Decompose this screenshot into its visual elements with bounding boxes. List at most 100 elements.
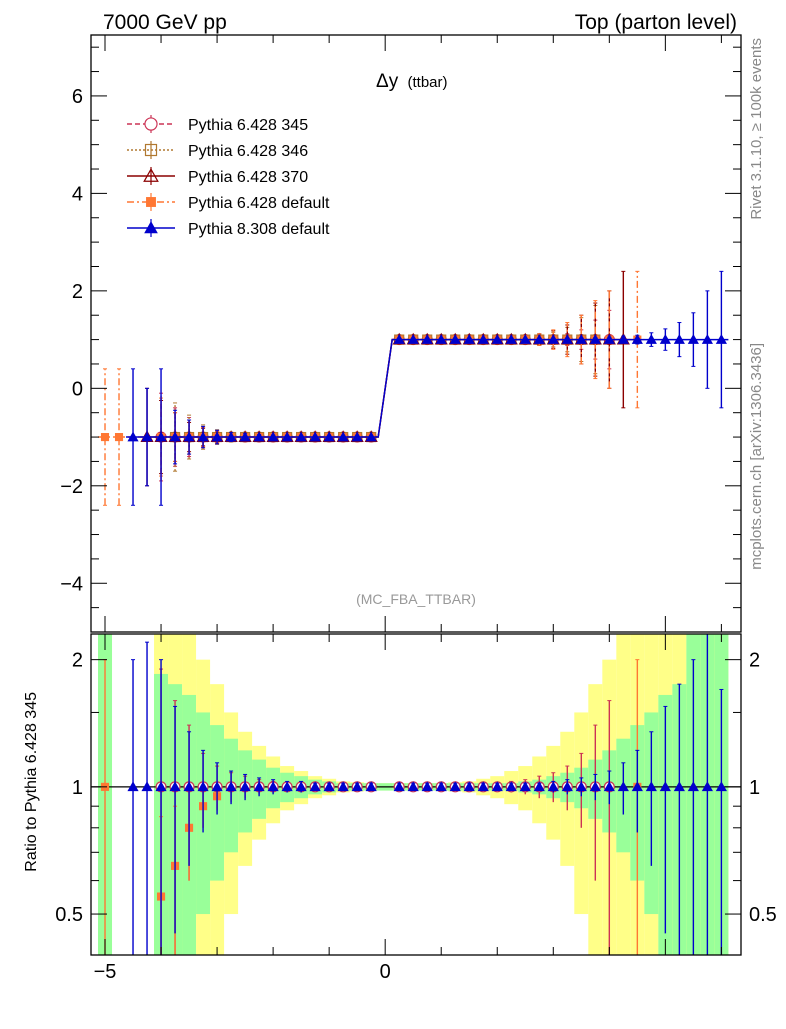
legend-marker	[146, 197, 156, 207]
ratio-point	[141, 781, 153, 792]
legend-entry-2: Pythia 6.428 370	[127, 167, 308, 186]
y-tick-label: −2	[60, 476, 83, 498]
data-point	[701, 334, 713, 344]
main-title: Δy (ttbar)	[376, 71, 448, 92]
main-frame	[90, 34, 742, 633]
data-point	[603, 334, 615, 344]
ratio-point	[715, 781, 727, 792]
main-title-main: Δy	[376, 71, 399, 92]
legend-marker	[144, 117, 158, 131]
header-right: Top (parton level)	[575, 11, 737, 34]
ratio-point	[155, 781, 167, 792]
ratio-series-layer	[100, 633, 727, 955]
data-point	[169, 431, 181, 442]
ratio-point	[239, 781, 251, 792]
data-point	[114, 433, 124, 442]
main-series-layer	[98, 270, 729, 506]
data-point	[337, 431, 349, 442]
ratio-point	[673, 781, 685, 792]
legend-label: Pythia 6.428 370	[188, 169, 308, 186]
data-point	[547, 334, 559, 344]
ratio-point	[393, 781, 405, 792]
data-point	[281, 431, 293, 442]
ratio-series-2	[127, 633, 727, 955]
ratio-point	[365, 781, 377, 792]
data-point	[197, 431, 209, 442]
data-point	[477, 334, 489, 344]
ratio-ylabel: Ratio to Pythia 6.428 345	[23, 692, 40, 872]
ratio-point	[323, 781, 335, 792]
ratio-point	[477, 781, 489, 792]
ratio-point	[225, 781, 237, 792]
ratio-point	[183, 781, 195, 792]
ratio-frame	[90, 633, 742, 956]
data-point	[253, 431, 265, 442]
data-point	[673, 334, 685, 344]
data-point	[421, 334, 433, 344]
data-point	[589, 334, 601, 344]
ratio-point	[309, 781, 321, 792]
data-point	[239, 431, 251, 442]
ratio-y-tick-label-right: 1	[749, 777, 760, 799]
data-point	[267, 431, 279, 442]
y-tick-label: 4	[72, 183, 83, 205]
main-plot-area	[91, 35, 741, 632]
ratio-point	[197, 781, 209, 792]
y-tick-label: 2	[72, 281, 83, 303]
ratio-point	[589, 781, 601, 792]
ratio-point	[127, 781, 139, 792]
data-point	[463, 334, 475, 344]
data-point	[715, 334, 727, 344]
legend-label: Pythia 6.428 default	[188, 195, 330, 212]
data-point	[183, 431, 195, 442]
ratio-point	[421, 781, 433, 792]
data-point	[659, 334, 671, 344]
legend-marker	[144, 143, 158, 157]
ratio-point	[659, 781, 671, 792]
ratio-point	[351, 781, 363, 792]
ratio-point	[547, 781, 559, 792]
header-left: 7000 GeV pp	[103, 11, 227, 34]
legend-entry-4: Pythia 8.308 default	[127, 219, 330, 238]
y-tick-label: 6	[72, 86, 83, 108]
ratio-panel-background	[91, 634, 741, 955]
data-point	[435, 334, 447, 344]
legend-entry-1: Pythia 6.428 346	[127, 141, 308, 160]
main-title-sub: (ttbar)	[407, 74, 447, 91]
ratio-point	[463, 781, 475, 792]
data-point	[309, 431, 321, 442]
legend-entry-0: Pythia 6.428 345	[127, 115, 308, 134]
data-point	[631, 334, 643, 344]
ratio-point	[267, 781, 279, 792]
ratio-point	[603, 781, 615, 792]
data-point	[155, 431, 167, 442]
x-tick-label: 0	[380, 961, 391, 983]
series-4	[126, 270, 729, 506]
mcplots-label: mcplots.cern.ch [arXiv:1306.3436]	[748, 343, 765, 570]
data-point	[491, 334, 503, 344]
data-point	[575, 334, 587, 344]
data-point	[211, 431, 223, 442]
ratio-point	[253, 781, 265, 792]
ratio-y-tick-label: 0.5	[55, 904, 83, 926]
legend-label: Pythia 6.428 345	[188, 117, 308, 134]
ratio-point	[295, 781, 307, 792]
data-point	[100, 433, 110, 442]
data-point	[561, 334, 573, 344]
main-axes: −4 −2 0 2 4 6	[60, 34, 742, 633]
data-point	[519, 334, 531, 344]
data-point	[295, 431, 307, 442]
x-tick-label: −5	[94, 961, 117, 983]
ratio-point	[281, 781, 293, 792]
ratio-point	[211, 781, 223, 792]
legend-marker	[143, 167, 159, 182]
data-point	[645, 334, 657, 344]
ratio-point	[687, 781, 699, 792]
y-tick-label: 0	[72, 378, 83, 400]
ratio-y-tick-label-right: 2	[749, 650, 760, 672]
data-point	[449, 334, 461, 344]
data-point	[505, 334, 517, 344]
data-point	[127, 431, 139, 442]
